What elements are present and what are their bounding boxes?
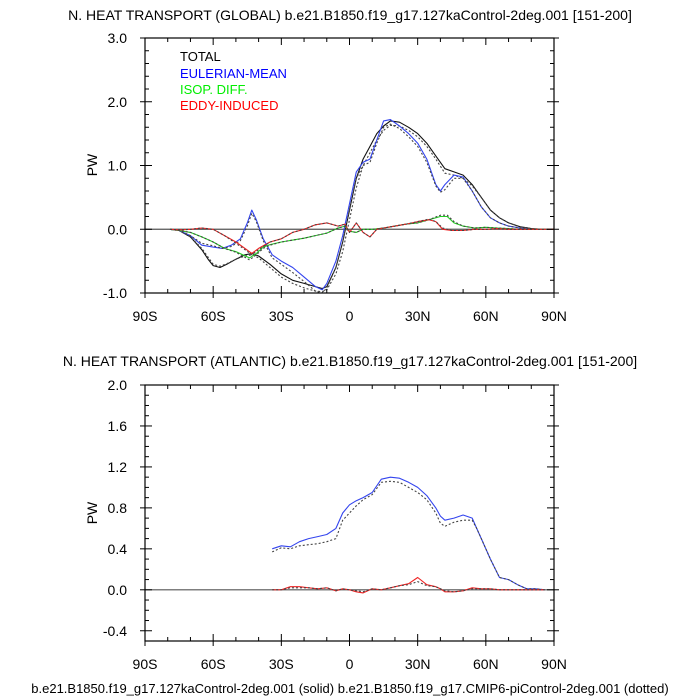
atlantic-y-axis-label: PW [84,501,100,524]
y-tick-label: 1.2 [108,459,128,475]
series-line-eddy-induced-solid [169,219,554,255]
y-tick-label: 0.8 [108,500,128,516]
x-tick-label: 60N [473,308,499,324]
series-line-total-dotted [169,124,554,293]
global-chart-title: N. HEAT TRANSPORT (GLOBAL) b.e21.B1850.f… [68,7,632,23]
y-tick-label: -1.0 [103,285,127,301]
legend-entry-eulerian-mean: EULERIAN-MEAN [180,66,287,81]
x-tick-label: 60S [201,656,226,672]
series-line-isop-diff-dotted [169,214,554,261]
plot-frame [144,384,555,642]
y-tick-label: 3.0 [108,30,128,46]
legend-entry-total: TOTAL [180,49,221,64]
y-tick-label: 1.6 [108,418,128,434]
x-tick-label: 30S [269,308,294,324]
atlantic-heat-transport-chart: N. HEAT TRANSPORT (ATLANTIC) b.e21.B1850… [63,353,637,672]
y-tick-label: 0.0 [108,221,128,237]
x-tick-label: 0 [346,308,354,324]
x-tick-label: 30S [269,656,294,672]
x-tick-label: 0 [346,656,354,672]
x-tick-label: 30N [405,308,431,324]
run-comparison-caption: b.e21.B1850.f19_g17.127kaControl-2deg.00… [31,681,668,696]
y-tick-label: 2.0 [108,94,128,110]
y-tick-label: 0.4 [108,541,128,557]
x-tick-label: 90S [133,656,158,672]
x-tick-label: 90N [541,656,567,672]
x-tick-label: 60N [473,656,499,672]
global-heat-transport-chart: N. HEAT TRANSPORT (GLOBAL) b.e21.B1850.f… [68,7,632,324]
y-tick-label: 0.0 [108,582,128,598]
x-tick-label: 90N [541,308,567,324]
global-y-axis-label: PW [84,153,100,176]
global-legend: TOTAL EULERIAN-MEAN ISOP. DIFF. EDDY-IND… [180,49,287,113]
legend-entry-eddy-induced: EDDY-INDUCED [180,98,278,113]
atlantic-chart-title: N. HEAT TRANSPORT (ATLANTIC) b.e21.B1850… [63,353,637,369]
legend-entry-isop-diff: ISOP. DIFF. [180,82,248,97]
x-tick-label: 90S [133,308,158,324]
series-line-eulerian-mean-solid [272,476,545,591]
series-line-eddy-induced-dotted [272,581,545,593]
y-tick-label: 2.0 [108,377,128,393]
series-line-eddy-induced-solid [272,576,545,594]
x-tick-label: 30N [405,656,431,672]
y-tick-label: -0.4 [103,623,127,639]
y-tick-label: 1.0 [108,158,128,174]
x-tick-label: 60S [201,308,226,324]
series-line-eulerian-mean-dotted [169,123,554,294]
series-line-eulerian-mean-dotted [271,480,545,591]
